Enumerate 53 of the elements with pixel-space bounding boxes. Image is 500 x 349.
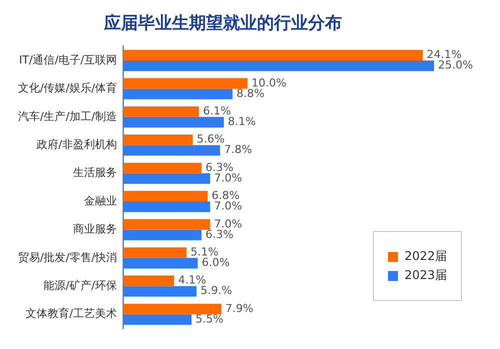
chart-title: 应届毕业生期望就业的行业分布 bbox=[103, 14, 342, 34]
y-tick-label: 能源/矿产/环保 bbox=[44, 278, 118, 292]
bar bbox=[123, 134, 193, 146]
bar bbox=[123, 286, 196, 297]
legend-label: 2022届 bbox=[404, 248, 447, 265]
data-label: 25.0% bbox=[438, 58, 473, 72]
y-tick-label: IT/通信/电子/互联网 bbox=[19, 53, 118, 66]
bar bbox=[123, 202, 210, 212]
data-label: 5.6% bbox=[196, 132, 225, 146]
data-label: 6.0% bbox=[202, 256, 230, 270]
y-tick-label: 汽车/生产/加工/制造 bbox=[18, 110, 118, 123]
bar bbox=[123, 116, 224, 128]
data-label: 24.1% bbox=[426, 48, 462, 62]
y-tick-label: 金融业 bbox=[84, 194, 118, 208]
data-label: 8.8% bbox=[236, 86, 264, 100]
y-tick-label: 政府/非盈利机构 bbox=[36, 138, 118, 151]
data-label: 7.0% bbox=[214, 217, 242, 230]
data-label: 6.1% bbox=[202, 104, 231, 118]
y-tick-label: 文化/传媒/娱乐/体育 bbox=[18, 82, 118, 95]
data-label: 6.3% bbox=[205, 228, 234, 241]
bar bbox=[123, 247, 187, 258]
bar bbox=[123, 88, 233, 100]
bar bbox=[123, 162, 202, 174]
legend-label: 2023届 bbox=[404, 267, 447, 284]
data-label: 5.1% bbox=[190, 245, 218, 258]
data-label: 5.5% bbox=[196, 312, 224, 326]
y-tick-label: 文体教育/工艺美术 bbox=[25, 307, 118, 320]
y-tick-label: 商业服务 bbox=[73, 222, 118, 236]
bar bbox=[123, 314, 192, 325]
data-label: 7.0% bbox=[214, 171, 242, 184]
bar bbox=[123, 276, 174, 286]
data-label: 6.8% bbox=[212, 189, 240, 202]
bar bbox=[123, 60, 434, 72]
data-label: 7.0% bbox=[214, 200, 242, 213]
bar bbox=[123, 78, 248, 89]
data-label: 7.9% bbox=[225, 302, 254, 315]
data-label: 4.1% bbox=[178, 274, 206, 287]
data-label: 6.3% bbox=[205, 160, 234, 174]
bar bbox=[123, 145, 220, 156]
bar bbox=[123, 230, 202, 240]
bar bbox=[123, 258, 198, 268]
y-tick-label: 贸易/批发/零售/快消 bbox=[18, 250, 118, 264]
bar bbox=[123, 106, 199, 117]
data-label: 8.1% bbox=[228, 115, 256, 128]
data-label: 5.9.% bbox=[200, 284, 232, 298]
bar bbox=[123, 219, 210, 230]
data-label: 10.0% bbox=[251, 76, 286, 90]
bar bbox=[123, 190, 208, 202]
bar bbox=[123, 173, 210, 184]
bar bbox=[123, 50, 423, 60]
bar bbox=[123, 304, 222, 314]
data-label: 7.8% bbox=[224, 143, 252, 156]
y-tick-label: 生活服务 bbox=[73, 166, 118, 180]
